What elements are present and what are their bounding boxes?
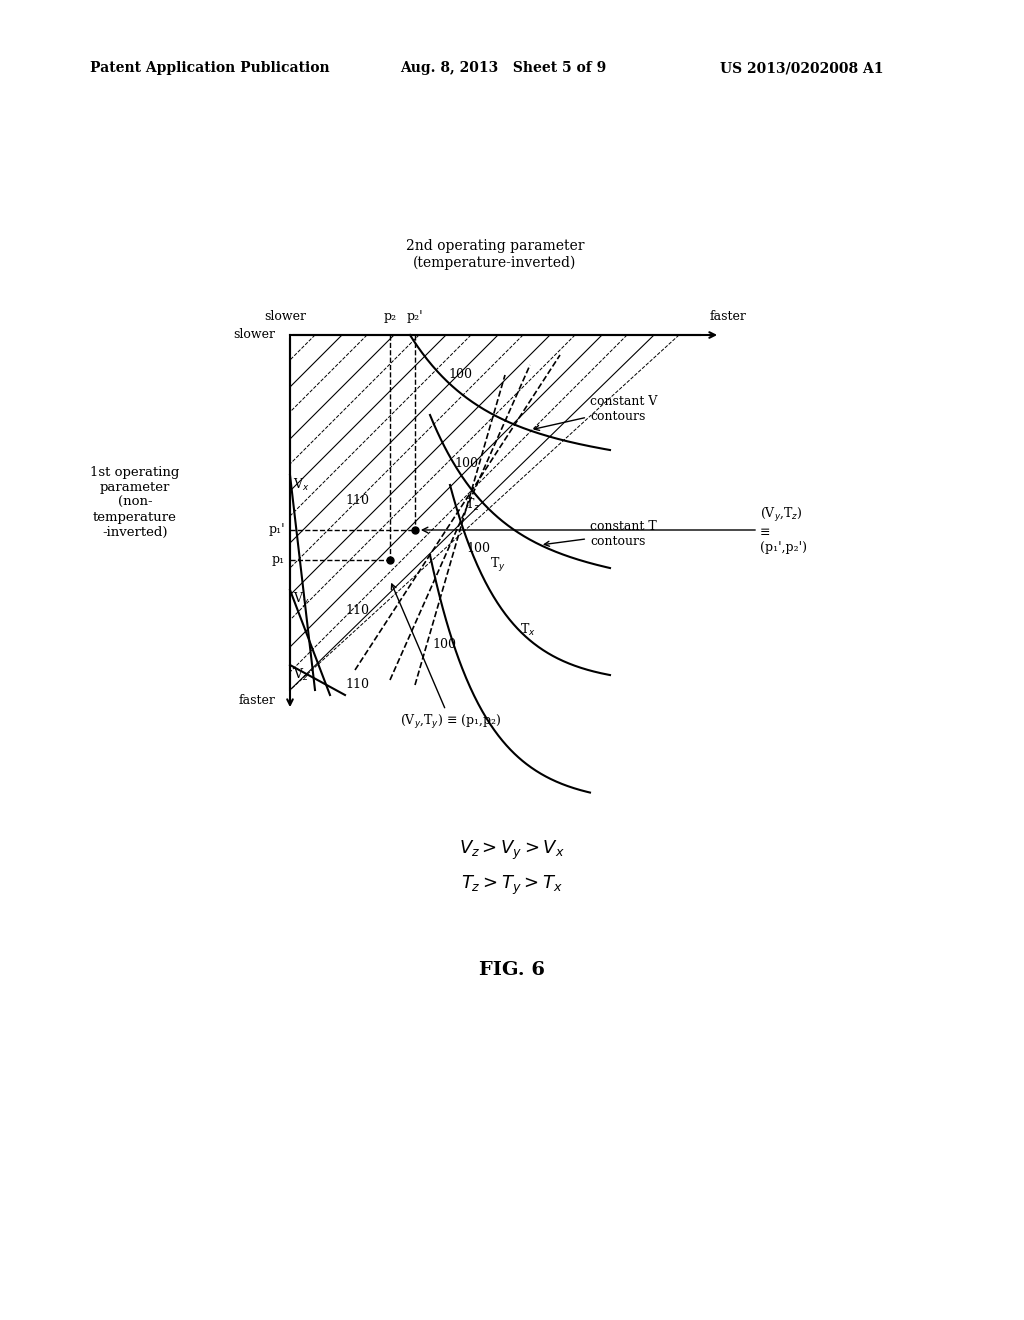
Text: V$_x$: V$_x$ — [293, 477, 309, 494]
Text: constant T
contours: constant T contours — [545, 520, 656, 548]
Text: 100: 100 — [449, 368, 472, 381]
Text: V$_y$: V$_y$ — [293, 591, 309, 609]
Text: 110: 110 — [345, 603, 369, 616]
Text: p₁': p₁' — [268, 524, 285, 536]
Text: 100: 100 — [432, 638, 456, 651]
Text: $V_z > V_y > V_x$: $V_z > V_y > V_x$ — [459, 838, 565, 862]
Text: constant V
contours: constant V contours — [535, 395, 657, 430]
Text: T$_y$: T$_y$ — [490, 556, 506, 574]
Text: T$_z$: T$_z$ — [465, 496, 480, 513]
Text: 110: 110 — [345, 494, 369, 507]
Text: T$_x$: T$_x$ — [520, 622, 536, 638]
Text: $T_z > T_y > T_x$: $T_z > T_y > T_x$ — [461, 874, 563, 896]
Text: 100: 100 — [455, 458, 478, 470]
Text: 2nd operating parameter
(temperature-inverted): 2nd operating parameter (temperature-inv… — [406, 239, 585, 271]
Text: Aug. 8, 2013   Sheet 5 of 9: Aug. 8, 2013 Sheet 5 of 9 — [400, 61, 606, 75]
Text: p₂': p₂' — [407, 310, 423, 323]
Text: faster: faster — [710, 310, 746, 323]
Text: Patent Application Publication: Patent Application Publication — [90, 61, 330, 75]
Text: slower: slower — [233, 329, 275, 342]
Text: FIG. 6: FIG. 6 — [479, 961, 545, 979]
Text: US 2013/0202008 A1: US 2013/0202008 A1 — [720, 61, 884, 75]
Text: faster: faster — [239, 693, 275, 706]
Text: (V$_y$,T$_y$) ≡ (p₁,p₂): (V$_y$,T$_y$) ≡ (p₁,p₂) — [391, 583, 502, 731]
Text: V$_z$: V$_z$ — [293, 667, 309, 682]
Text: 1st operating
parameter
(non-
temperature
-inverted): 1st operating parameter (non- temperatur… — [90, 466, 179, 539]
Text: p₂: p₂ — [383, 310, 396, 323]
Text: 110: 110 — [345, 678, 369, 692]
Text: slower: slower — [264, 310, 306, 323]
Text: 100: 100 — [466, 543, 490, 554]
Text: p₁: p₁ — [272, 553, 285, 566]
Text: (V$_y$,T$_z$)
≡
(p₁',p₂'): (V$_y$,T$_z$) ≡ (p₁',p₂') — [760, 506, 807, 554]
